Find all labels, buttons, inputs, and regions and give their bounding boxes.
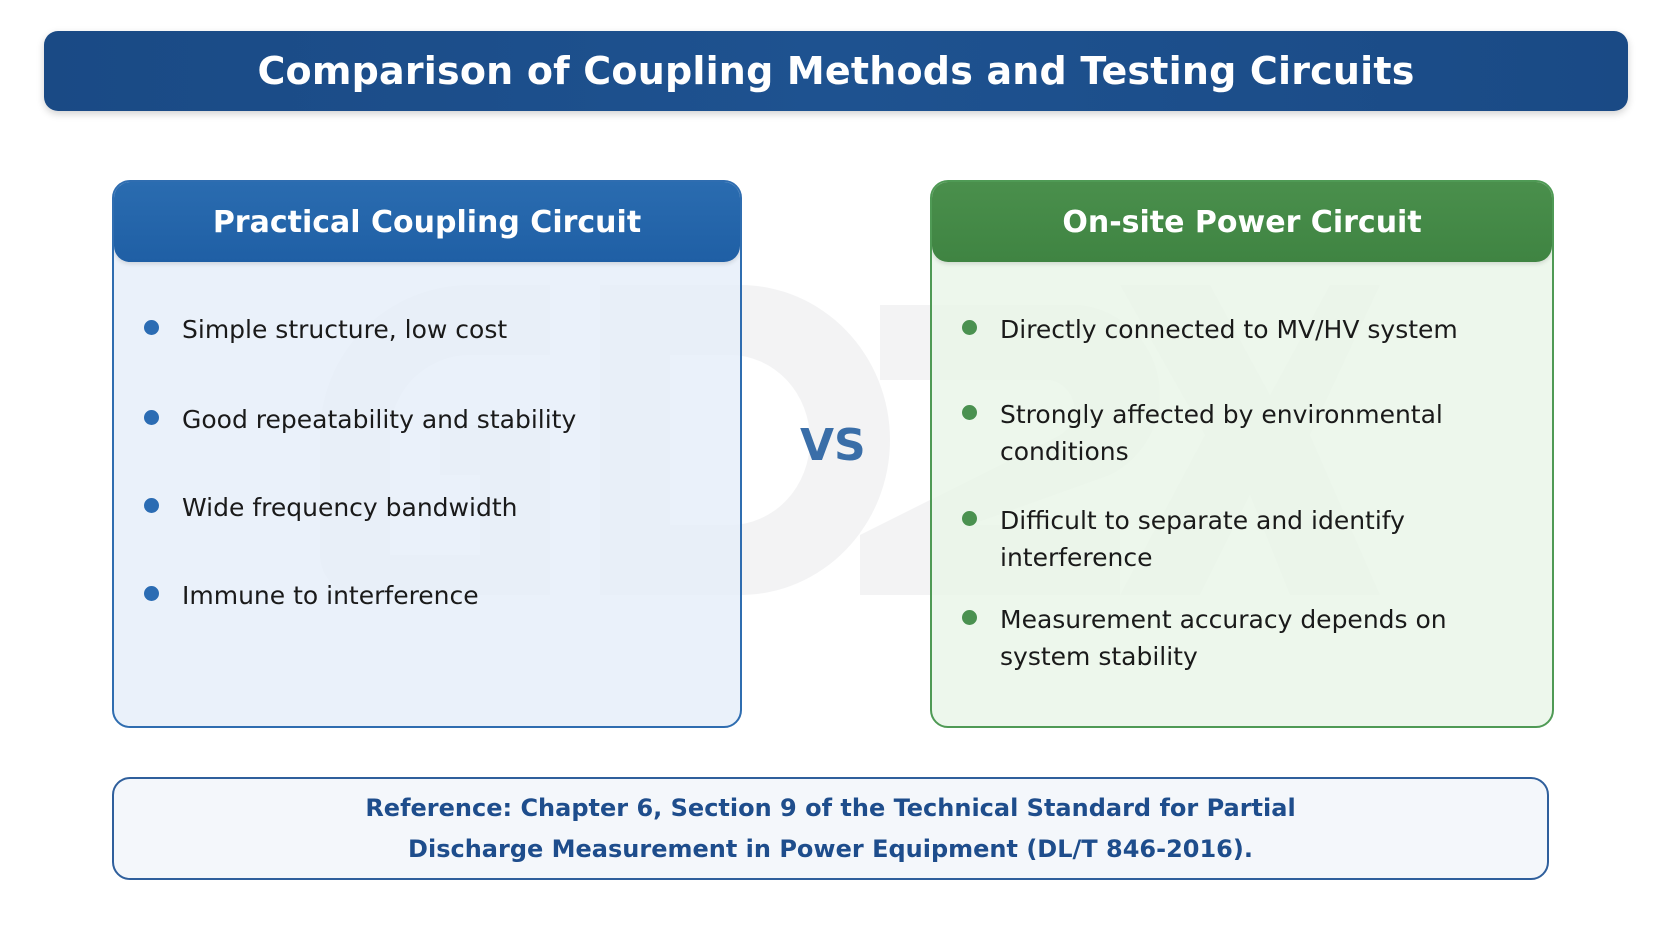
list-item: Directly connected to MV/HV system	[932, 311, 1532, 348]
list-item: Strongly affected by environmental condi…	[932, 396, 1532, 470]
bullet-dot-icon	[962, 405, 977, 420]
list-item: Difficult to separate and identify inter…	[932, 502, 1532, 576]
vs-label: VS	[800, 420, 866, 471]
bullet-dot-icon	[962, 610, 977, 625]
list-item: Wide frequency bandwidth	[114, 489, 720, 526]
practical-coupling-header: Practical Coupling Circuit	[114, 182, 740, 262]
bullet-dot-icon	[144, 586, 159, 601]
bullet-dot-icon	[144, 320, 159, 335]
onsite-power-heading: On-site Power Circuit	[1062, 204, 1422, 240]
reference-text: Reference: Chapter 6, Section 9 of the T…	[365, 793, 1296, 863]
list-item-text: Strongly affected by environmental condi…	[1000, 400, 1443, 466]
list-item: Immune to interference	[114, 577, 720, 614]
bullet-dot-icon	[144, 410, 159, 425]
list-item-text: Measurement accuracy depends on system s…	[1000, 605, 1447, 671]
list-item-text: Wide frequency bandwidth	[182, 493, 518, 522]
list-item: Simple structure, low cost	[114, 311, 720, 348]
list-item: Good repeatability and stability	[114, 401, 720, 438]
practical-coupling-heading: Practical Coupling Circuit	[212, 204, 642, 240]
list-item-text: Simple structure, low cost	[182, 315, 508, 344]
list-item-text: Immune to interference	[182, 581, 479, 610]
page-title: Comparison of Coupling Methods and Testi…	[257, 49, 1415, 93]
bullet-dot-icon	[962, 320, 977, 335]
onsite-power-header: On-site Power Circuit	[932, 182, 1552, 262]
list-item: Measurement accuracy depends on system s…	[932, 601, 1532, 675]
list-item-text: Good repeatability and stability	[182, 405, 577, 434]
bullet-dot-icon	[962, 511, 977, 526]
bullet-dot-icon	[144, 498, 159, 513]
reference-box: Reference: Chapter 6, Section 9 of the T…	[112, 777, 1549, 880]
list-item-text: Directly connected to MV/HV system	[1000, 315, 1458, 344]
practical-coupling-panel: Practical Coupling Circuit Simple struct…	[112, 180, 742, 728]
list-item-text: Difficult to separate and identify inter…	[1000, 506, 1405, 572]
title-bar: Comparison of Coupling Methods and Testi…	[44, 31, 1628, 111]
onsite-power-panel: On-site Power Circuit Directly connected…	[930, 180, 1554, 728]
